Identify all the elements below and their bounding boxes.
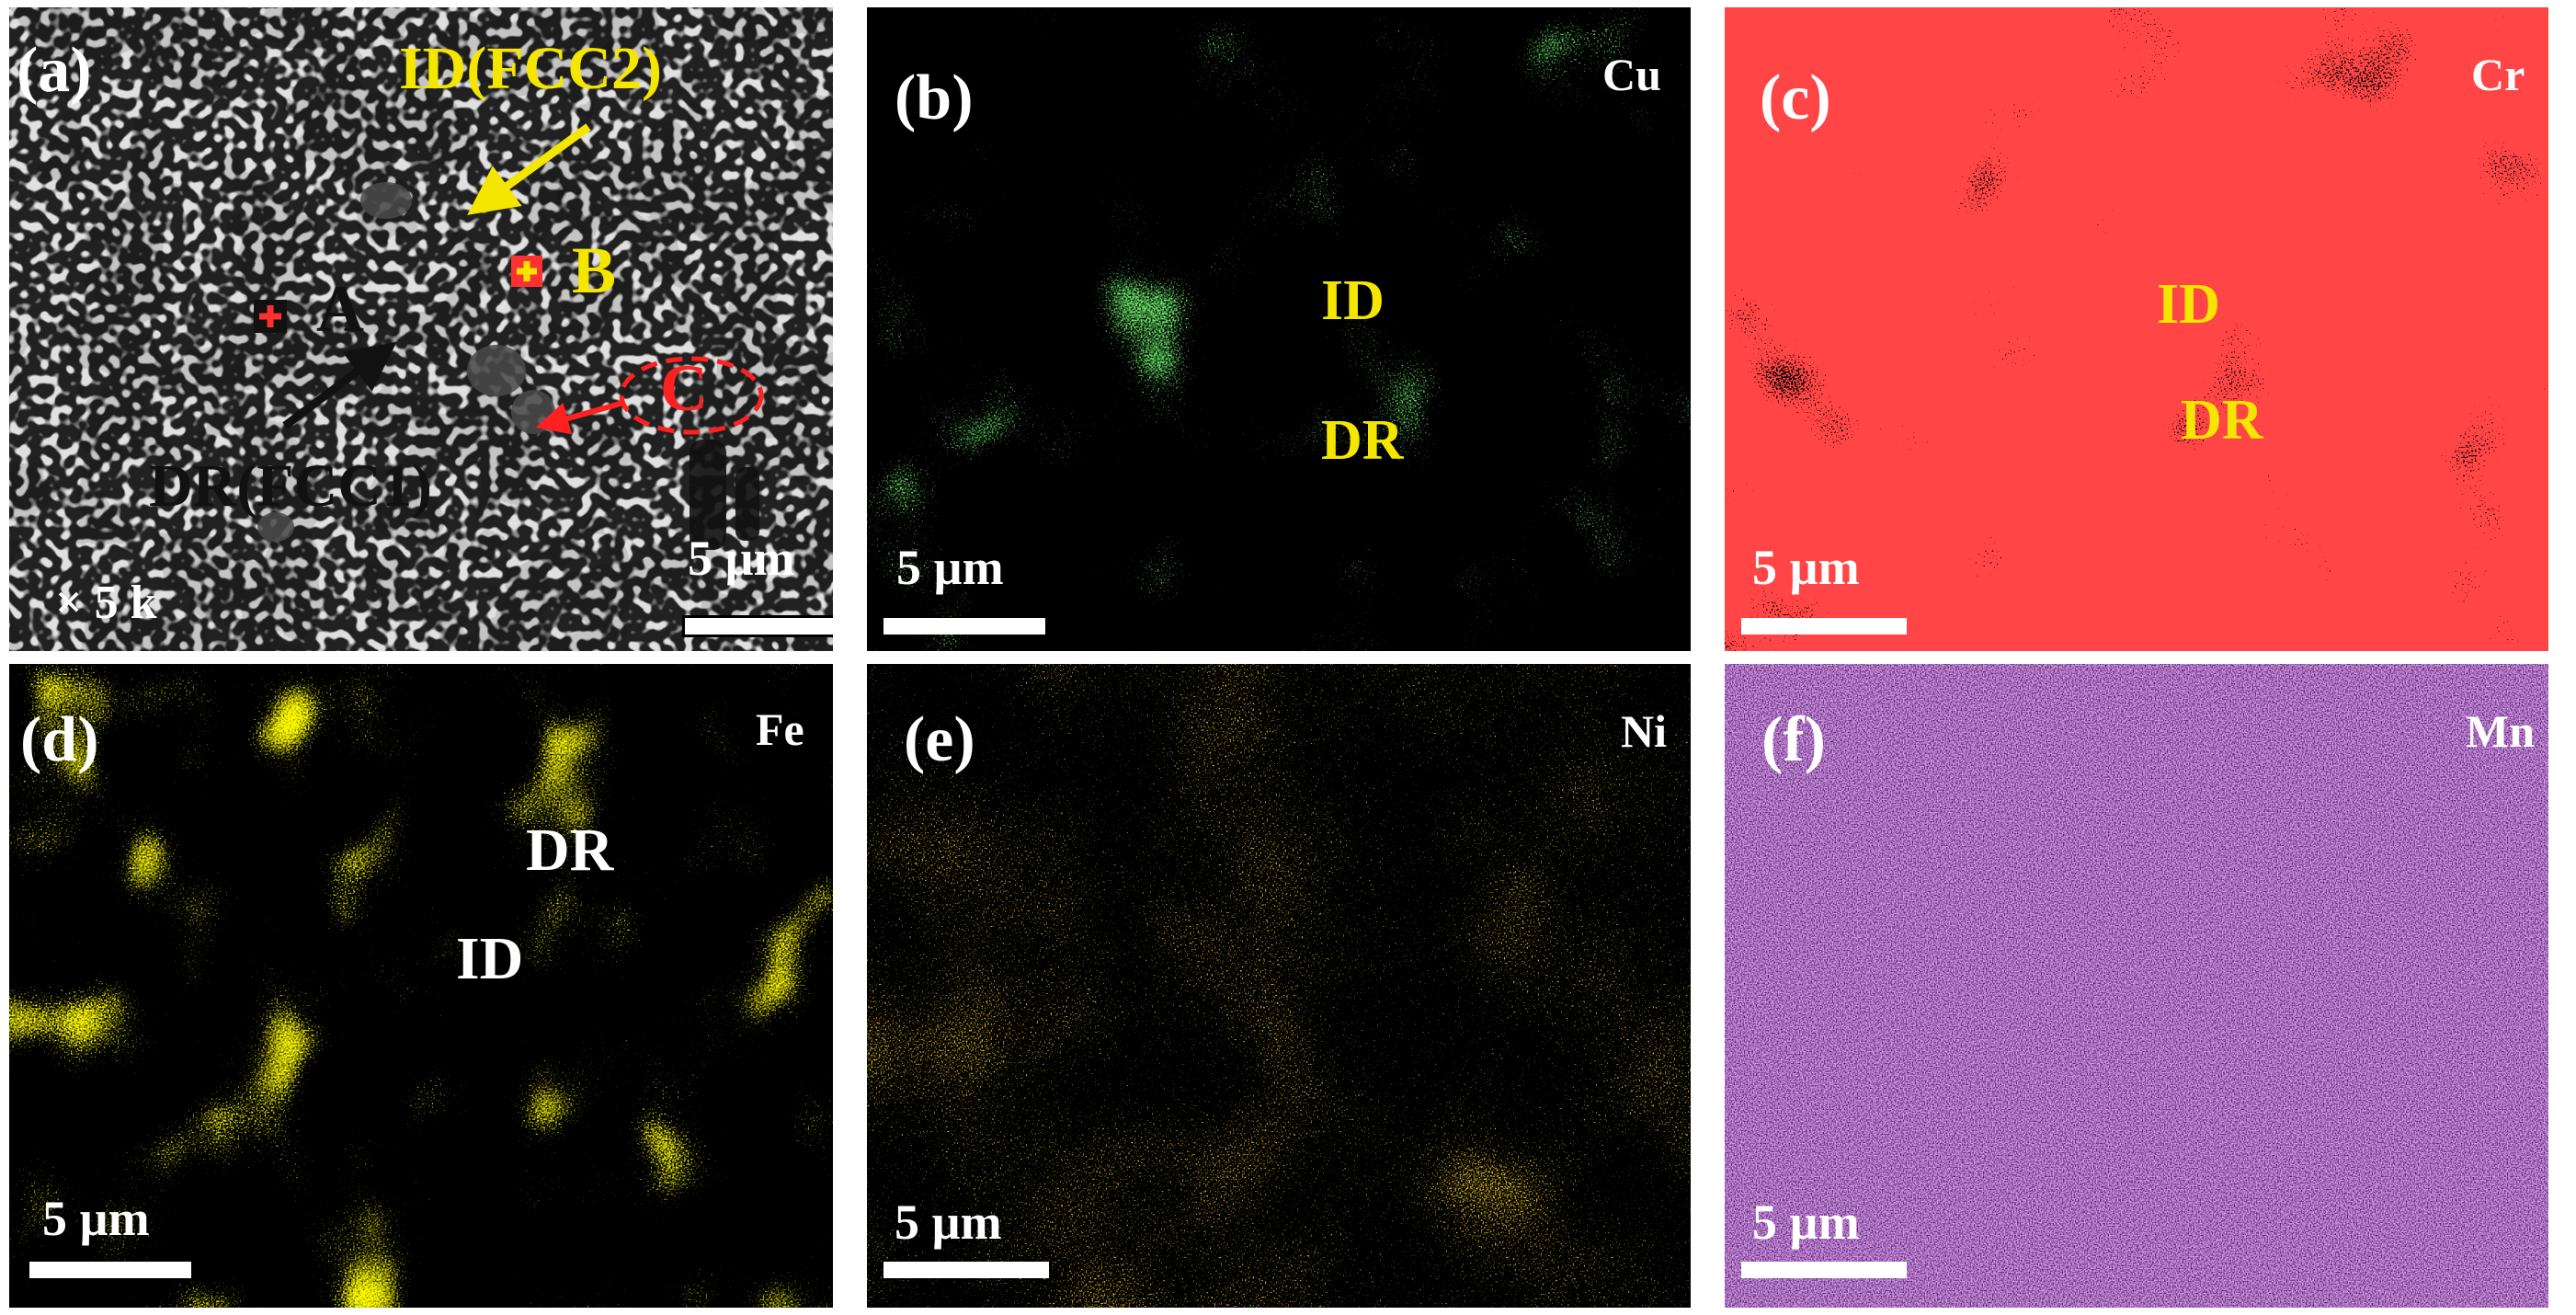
scale-bar-label: 5 µm	[42, 1191, 150, 1246]
scale-bar-label: 5 µm	[1752, 1195, 1860, 1250]
c-region-circle	[619, 356, 764, 435]
id-label: ID	[2157, 273, 2220, 336]
point-a-label: A	[316, 272, 364, 346]
magnification-label: × 5 k	[55, 577, 157, 629]
panel-d-fe-map: (d) Fe DR ID 5 µm	[9, 664, 833, 1308]
id-label: ID	[456, 925, 524, 992]
dr-fcc1-label: DR(FCC1)	[149, 452, 432, 520]
scale-bar-label: 5 µm	[895, 1195, 1002, 1250]
dr-label: DR	[526, 817, 614, 884]
mn-element-map	[1725, 664, 2548, 1308]
id-label: ID	[1321, 269, 1385, 332]
scale-bar-label: 5 µm	[688, 531, 795, 586]
c-arrow	[535, 400, 624, 435]
panel-letter: (f)	[1761, 704, 1826, 775]
element-label: Ni	[1621, 705, 1667, 757]
id-arrow	[467, 123, 591, 215]
panel-letter: (d)	[20, 704, 99, 775]
element-label: Cu	[1602, 49, 1661, 100]
scale-bar	[29, 1262, 191, 1278]
dr-arrow	[282, 341, 397, 429]
panel-f-mn-map: (f) Mn 5 µm	[1725, 664, 2548, 1308]
scale-bar-label: 5 µm	[1752, 540, 1860, 595]
panel-letter: (b)	[895, 63, 974, 133]
panel-e-ni-map: (e) Ni 5 µm	[867, 664, 1691, 1308]
scale-bar	[1741, 618, 1907, 635]
panel-letter: (e)	[904, 704, 975, 775]
panel-letter: (a)	[17, 35, 92, 106]
point-a-marker	[254, 300, 287, 333]
element-label: Cr	[2471, 49, 2525, 100]
cr-element-map	[1725, 7, 2548, 651]
annotation-arrows	[254, 123, 764, 435]
fe-element-map	[9, 664, 833, 1308]
scale-bar	[883, 618, 1045, 635]
id-fcc2-label: ID(FCC2)	[399, 35, 662, 102]
point-c-label: C	[660, 351, 708, 425]
element-label: Mn	[2466, 705, 2535, 757]
scale-bar	[1741, 1262, 1907, 1278]
cu-element-map	[867, 7, 1691, 651]
element-label: Fe	[756, 703, 804, 755]
scale-bar	[682, 615, 833, 637]
panel-letter: (c)	[1760, 63, 1831, 133]
scale-bar	[883, 1262, 1049, 1278]
point-b-label: B	[572, 234, 617, 307]
dr-label: DR	[2181, 389, 2263, 452]
sem-micrograph	[9, 7, 833, 651]
panel-c-cr-map: (c) Cr ID DR 5 µm	[1725, 7, 2548, 651]
ni-element-map	[867, 664, 1691, 1308]
panel-a-sem-image: (a) ID(FCC2) A B C DR(FCC1) × 5 k 5 µm	[9, 7, 833, 651]
dr-label: DR	[1321, 409, 1404, 472]
panel-b-cu-map: (b) Cu ID DR 5 µm	[867, 7, 1691, 651]
scale-bar-label: 5 µm	[896, 540, 1004, 595]
point-b-marker	[511, 256, 542, 287]
